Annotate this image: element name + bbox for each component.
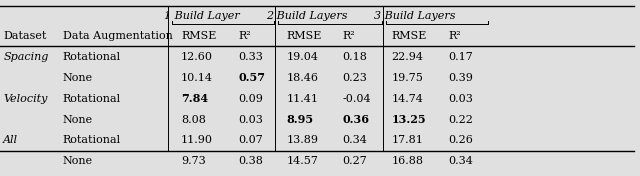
Text: 19.75: 19.75 (392, 73, 424, 83)
Text: 8.95: 8.95 (287, 114, 314, 125)
Text: 13.25: 13.25 (392, 114, 426, 125)
Text: 0.03: 0.03 (239, 115, 264, 124)
Text: 16.88: 16.88 (392, 156, 424, 166)
Text: 1 Build Layer: 1 Build Layer (164, 11, 239, 21)
Text: 0.33: 0.33 (239, 52, 264, 62)
Text: None: None (63, 115, 93, 124)
Text: None: None (63, 156, 93, 166)
Text: 0.26: 0.26 (448, 135, 473, 145)
Text: 0.36: 0.36 (342, 114, 369, 125)
Text: All: All (3, 135, 18, 145)
Text: 17.81: 17.81 (392, 135, 424, 145)
Text: 0.34: 0.34 (342, 135, 367, 145)
Text: None: None (63, 73, 93, 83)
Text: 0.09: 0.09 (239, 94, 264, 104)
Text: 18.46: 18.46 (287, 73, 319, 83)
Text: 0.17: 0.17 (448, 52, 473, 62)
Text: RMSE: RMSE (287, 32, 322, 41)
Text: 10.14: 10.14 (181, 73, 213, 83)
Text: 0.34: 0.34 (448, 156, 473, 166)
Text: 3 Build Layers: 3 Build Layers (374, 11, 456, 21)
Text: Rotational: Rotational (63, 135, 121, 145)
Text: 0.57: 0.57 (239, 73, 266, 83)
Text: 0.22: 0.22 (448, 115, 473, 124)
Text: Rotational: Rotational (63, 52, 121, 62)
Text: 19.04: 19.04 (287, 52, 319, 62)
Text: R²: R² (448, 32, 461, 41)
Text: 0.23: 0.23 (342, 73, 367, 83)
Text: Velocity: Velocity (3, 94, 47, 104)
Text: 0.39: 0.39 (448, 73, 473, 83)
Text: 11.90: 11.90 (181, 135, 213, 145)
Text: 0.27: 0.27 (342, 156, 367, 166)
Text: Dataset: Dataset (3, 32, 47, 41)
Text: 7.84: 7.84 (181, 93, 208, 104)
Text: -0.04: -0.04 (342, 94, 371, 104)
Text: Data Augmentation: Data Augmentation (63, 32, 173, 41)
Text: R²: R² (239, 32, 252, 41)
Text: 8.08: 8.08 (181, 115, 206, 124)
Text: Rotational: Rotational (63, 94, 121, 104)
Text: 22.94: 22.94 (392, 52, 424, 62)
Text: RMSE: RMSE (392, 32, 427, 41)
Text: 0.07: 0.07 (239, 135, 264, 145)
Text: 13.89: 13.89 (287, 135, 319, 145)
Text: 0.18: 0.18 (342, 52, 367, 62)
Text: 14.57: 14.57 (287, 156, 319, 166)
Text: Spacing: Spacing (3, 52, 49, 62)
Text: RMSE: RMSE (181, 32, 216, 41)
Text: 9.73: 9.73 (181, 156, 206, 166)
Text: 0.03: 0.03 (448, 94, 473, 104)
Text: 2 Build Layers: 2 Build Layers (266, 11, 348, 21)
Text: 0.38: 0.38 (239, 156, 264, 166)
Text: 12.60: 12.60 (181, 52, 213, 62)
Text: 14.74: 14.74 (392, 94, 424, 104)
Text: 11.41: 11.41 (287, 94, 319, 104)
Text: R²: R² (342, 32, 355, 41)
